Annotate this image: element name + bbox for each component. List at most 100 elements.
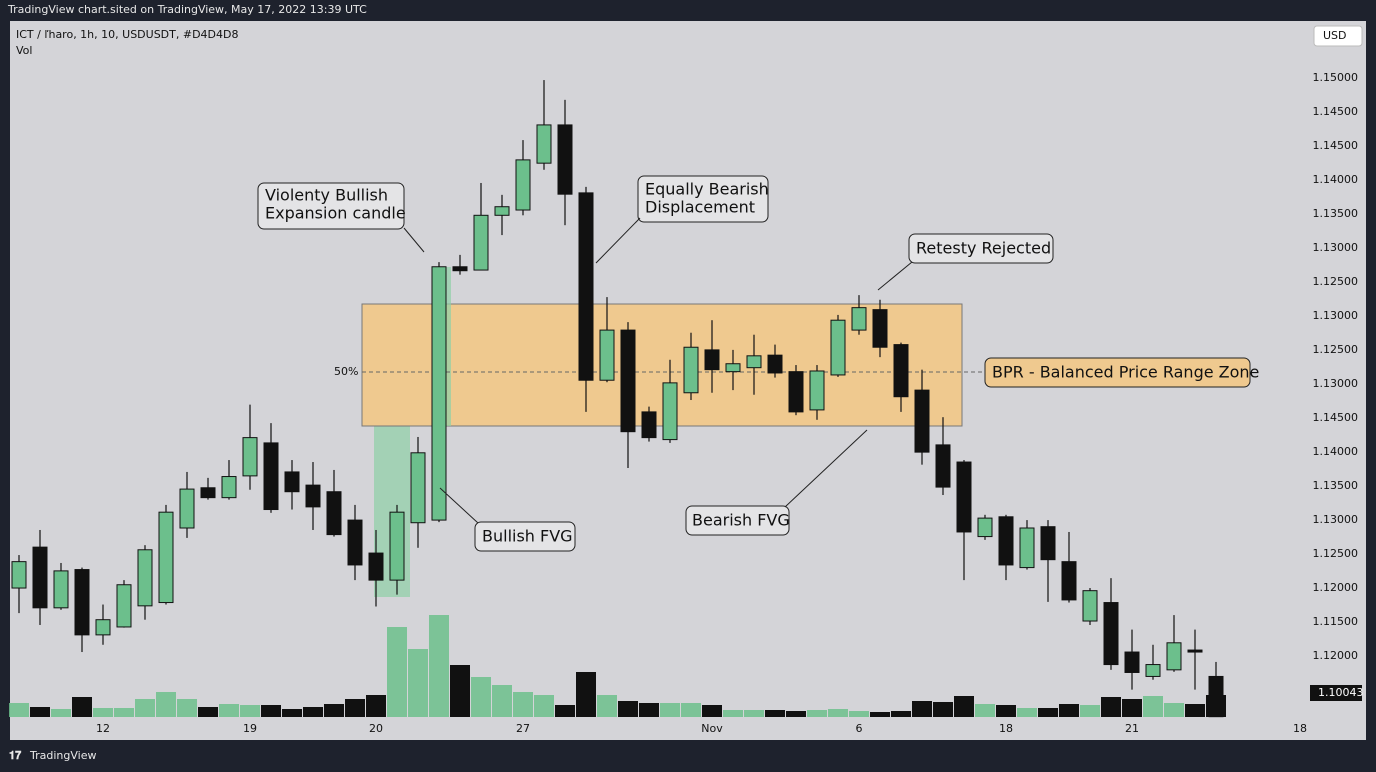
- callout-text: Bullish FVG: [482, 527, 573, 546]
- candle-body: [1124, 651, 1140, 673]
- y-axis-label: 1.14000: [1313, 445, 1359, 458]
- candle-body: [599, 329, 615, 381]
- midline-label: 50%: [334, 365, 358, 378]
- candle-body: [410, 452, 426, 524]
- candle-body: [641, 411, 657, 439]
- candle-body: [515, 159, 531, 211]
- candle-body: [683, 346, 699, 394]
- volume-bar: [93, 708, 113, 717]
- volume-bar: [324, 704, 344, 717]
- y-axis-label: 1.11500: [1313, 615, 1359, 628]
- candle-body: [32, 546, 48, 609]
- volume-bar: [408, 649, 428, 717]
- volume-bar: [198, 707, 218, 717]
- candle-body: [137, 549, 153, 607]
- callout-line: [877, 261, 913, 291]
- volume-bar: [744, 710, 764, 717]
- candle-body: [1082, 590, 1098, 622]
- candle-body: [368, 552, 384, 581]
- volume-bar: [912, 701, 932, 717]
- callout-box: [474, 521, 576, 552]
- currency-label: USD: [1323, 29, 1347, 42]
- volume-bar: [1059, 704, 1079, 717]
- volume-bar: [30, 707, 50, 717]
- annotation: Bullish FVG: [439, 487, 576, 552]
- callout-text: BPR - Balanced Price Range Zone: [992, 363, 1259, 382]
- volume-bar: [597, 695, 617, 717]
- candle-body: [200, 487, 216, 499]
- callout-box: [984, 357, 1251, 388]
- callout-text: Bearish FVG: [692, 511, 790, 530]
- candle-body: [389, 511, 405, 581]
- candle-body: [179, 488, 195, 529]
- y-axis-label: 1.12500: [1313, 343, 1359, 356]
- y-axis-label: 1.12000: [1313, 581, 1359, 594]
- candle-body: [830, 319, 846, 376]
- volume-bar: [387, 627, 407, 717]
- candle-body: [1040, 526, 1056, 561]
- candle-body: [557, 124, 573, 195]
- volume-bar: [870, 712, 890, 717]
- callout-line: [439, 487, 479, 524]
- footer-logo: 𝟏𝟕: [9, 749, 22, 762]
- legend-indicator: Vol: [16, 44, 32, 57]
- y-axis-label: 1.14500: [1313, 105, 1359, 118]
- currency-button[interactable]: [1313, 25, 1363, 47]
- volume-bar: [72, 697, 92, 717]
- callout-box: [637, 175, 769, 223]
- volume-bar: [660, 703, 680, 717]
- volume-bar: [345, 699, 365, 717]
- candle-body: [263, 442, 279, 511]
- volume-bar: [639, 703, 659, 717]
- annotation: Violenty Bullish Expansion candle: [257, 182, 425, 253]
- callout-text: Expansion candle: [265, 204, 406, 223]
- volume-bar: [786, 711, 806, 717]
- x-axis-label: 20: [369, 722, 383, 735]
- volume-bar: [534, 695, 554, 717]
- callout-box: [257, 182, 405, 230]
- candle-body: [1166, 642, 1182, 671]
- y-axis-label: 1.12500: [1313, 275, 1359, 288]
- x-axis-label: 12: [96, 722, 110, 735]
- last-price-box: [1310, 685, 1362, 701]
- candle-body: [11, 561, 27, 589]
- callout-line: [403, 227, 425, 253]
- candle-body: [851, 307, 867, 331]
- volume-bar: [1080, 705, 1100, 717]
- x-axis-label: 21: [1125, 722, 1139, 735]
- volume-bar: [135, 699, 155, 717]
- candle-body: [704, 349, 720, 371]
- x-axis-label: 19: [243, 722, 257, 735]
- y-axis-label: 1.15000: [1313, 71, 1359, 84]
- y-axis-label: 1.12500: [1313, 547, 1359, 560]
- volume-bar: [156, 692, 176, 717]
- candle-body: [662, 382, 678, 441]
- candle-body: [788, 371, 804, 413]
- candle-body: [977, 517, 993, 538]
- volume-bar: [954, 696, 974, 717]
- candle-body: [95, 619, 111, 636]
- y-axis-label: 1.14500: [1313, 139, 1359, 152]
- callout-text: Retesty Rejected: [916, 239, 1051, 258]
- candle-body: [1103, 602, 1119, 666]
- callout-box: [908, 233, 1054, 264]
- x-axis-label: Nov: [701, 722, 723, 735]
- candle-body: [452, 266, 468, 272]
- volume-bar: [891, 711, 911, 717]
- candle-body: [536, 124, 552, 164]
- volume-bar: [219, 704, 239, 717]
- volume-bar: [828, 709, 848, 717]
- candle-body: [494, 206, 510, 216]
- callout-line: [784, 429, 868, 508]
- callout-text: Violenty Bullish: [265, 186, 388, 205]
- candle-body: [809, 370, 825, 411]
- y-axis-label: 1.13000: [1313, 241, 1359, 254]
- candle-body: [872, 309, 888, 348]
- volume-bar: [555, 705, 575, 717]
- volume-bar: [1038, 708, 1058, 717]
- candle-body: [893, 344, 909, 398]
- x-axis-label: 18: [1293, 722, 1307, 735]
- volume-bar: [51, 709, 71, 717]
- volume-bar: [1164, 703, 1184, 717]
